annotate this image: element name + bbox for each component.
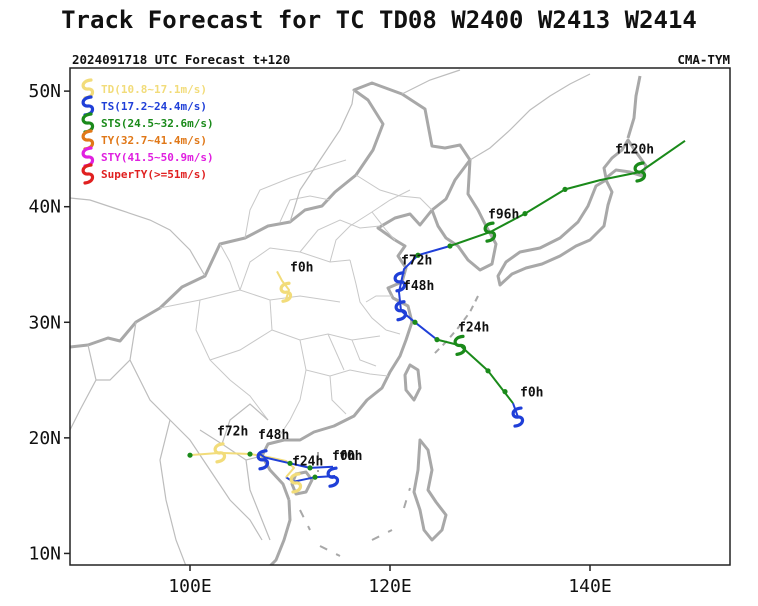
track-point: [434, 337, 440, 343]
legend-entry-label: TS(17.2~24.4m/s): [101, 100, 207, 113]
track-point: [485, 368, 491, 374]
typhoon-symbol-icon: [394, 300, 408, 322]
legend-entry-label: STS(24.5~32.6m/s): [101, 117, 214, 130]
sakhalin-coast: [626, 75, 642, 139]
legend-entry-label: STY(41.5~50.9m/s): [101, 151, 214, 164]
geography-layer: [70, 69, 648, 565]
forecast-hour-label: f120h: [615, 143, 654, 158]
typhoon-symbol-icon: [483, 221, 497, 243]
indochina-coast: [268, 499, 292, 565]
legend-entry-label: TY(32.7~41.4m/s): [101, 134, 207, 147]
forecast-hour-label: f24h: [458, 321, 489, 336]
japan-coast: [496, 178, 614, 287]
track-layer: f0hf24hf48hf72hf96hf120hf0hf0hf0hf24hf48…: [187, 139, 686, 494]
lon-tick-label: 100E: [168, 576, 211, 597]
legend-typhoon-icon: [81, 146, 95, 168]
typhoon-symbol-icon: [289, 472, 303, 494]
track-segment: [285, 475, 336, 483]
legend-typhoon-icon: [81, 95, 95, 117]
lat-tick-label: 10N: [28, 543, 61, 564]
ryukyu-islands: [431, 295, 479, 357]
legend-typhoon-icon: [81, 129, 95, 151]
forecast-hour-label: f48h: [258, 428, 289, 443]
national-border: [70, 81, 472, 349]
forecast-time: 2024091718 UTC Forecast t+120: [72, 52, 291, 67]
typhoon-symbol-icon: [393, 271, 407, 293]
korea-coast: [430, 159, 498, 272]
hainan-coast: [290, 470, 314, 496]
track-segment: [436, 338, 514, 404]
lon-tick-label: 120E: [368, 576, 411, 597]
forecast-hour-label: f0h: [520, 385, 543, 400]
forecast-hour-label: f96h: [488, 207, 519, 222]
hokkaido-coast: [602, 138, 648, 180]
lon-tick-label: 140E: [568, 576, 611, 597]
legend-typhoon-icon: [81, 78, 95, 100]
lat-tick-label: 40N: [28, 197, 61, 218]
lat-tick-label: 30N: [28, 312, 61, 333]
legend-entry-label: TD(10.8~17.1m/s): [101, 83, 207, 96]
forecast-hour-label: f72h: [217, 425, 248, 440]
lat-tick-label: 50N: [28, 81, 61, 102]
typhoon-symbol-icon: [279, 281, 293, 303]
axes: 10N 20N 30N 40N 50N 100E 120E 140E: [28, 81, 611, 597]
forecast-hour-label: f0h: [332, 449, 355, 464]
forecast-hour-label: f0h: [290, 260, 313, 275]
track-point: [522, 211, 528, 217]
track-point: [562, 186, 568, 192]
track-point: [412, 319, 418, 325]
legend-typhoon-icon: [81, 163, 95, 185]
track-point: [247, 451, 253, 457]
typhoon-symbol-icon: [511, 406, 525, 428]
track-point: [307, 465, 313, 471]
taiwan-coast: [403, 363, 422, 402]
forecast-hour-label: f24h: [292, 455, 323, 470]
map-title: Track Forecast for TC TD08 W2400 W2413 W…: [61, 6, 697, 34]
forecast-hour-label: f72h: [401, 253, 432, 268]
typhoon-symbol-icon: [633, 161, 647, 183]
typhoon-symbol-icon: [453, 334, 467, 356]
typhoon-symbol-icon: [256, 449, 270, 471]
legend-typhoon-icon: [81, 112, 95, 134]
country-borders: [70, 321, 271, 565]
forecast-hour-label: f0h: [339, 449, 362, 464]
forecast-hour-label: f48h: [403, 279, 434, 294]
philippines-coast: [412, 438, 448, 542]
track-point: [312, 474, 318, 480]
model-name: CMA-TYM: [677, 52, 730, 67]
typhoon-symbol-icon: [326, 466, 340, 488]
lat-tick-label: 20N: [28, 428, 61, 449]
northern-borders: [70, 69, 591, 277]
track-point: [187, 452, 193, 458]
track-point: [287, 460, 293, 466]
province-borders: [159, 159, 433, 439]
legend: TD(10.8~17.1m/s) TS(17.2~24.4m/s) STS(24.5…: [81, 78, 214, 185]
plot-frame: [69, 67, 731, 566]
track-point: [415, 252, 421, 258]
track-point: [502, 389, 508, 395]
legend-entry-label: SuperTY(>=51m/s): [101, 168, 207, 181]
typhoon-symbol-icon: [213, 442, 227, 464]
track-point: [447, 243, 453, 249]
